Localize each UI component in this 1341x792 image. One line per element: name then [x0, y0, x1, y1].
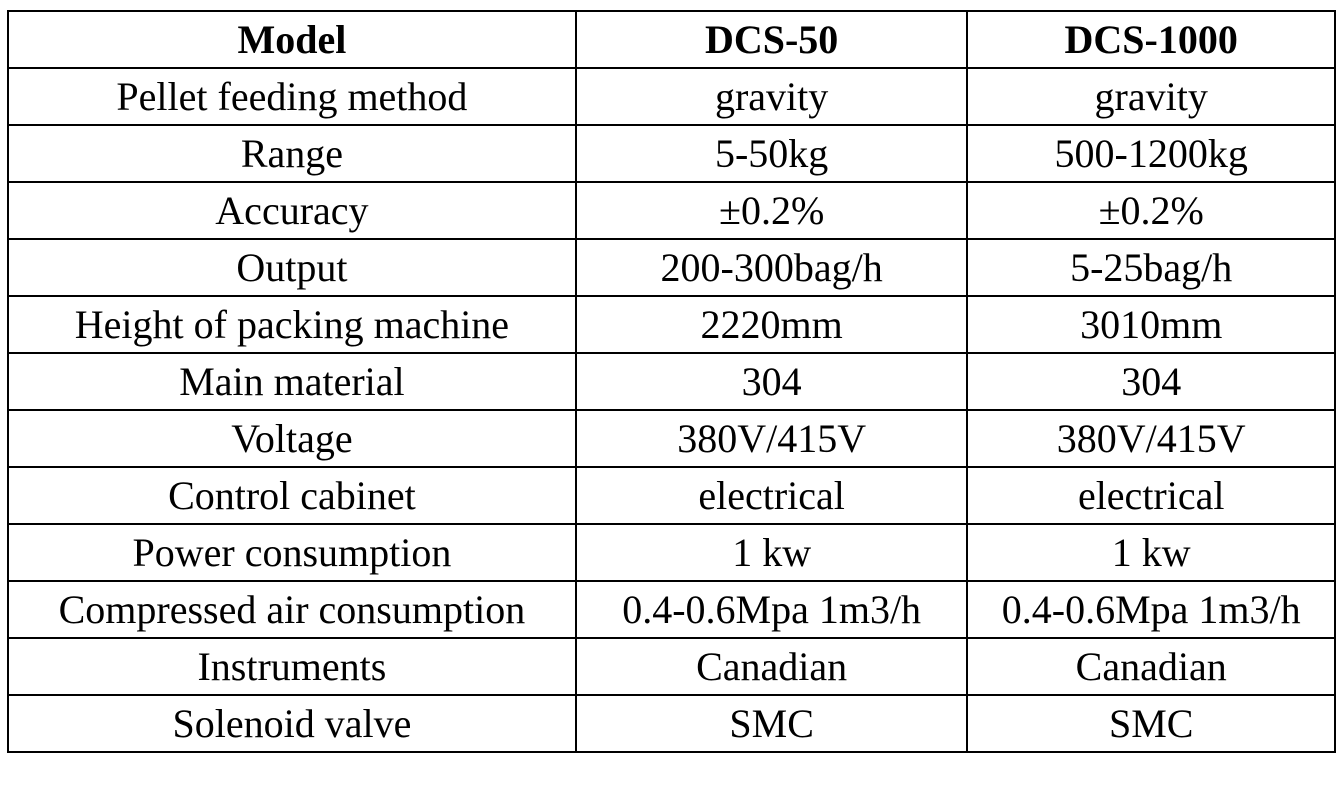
- row-label: Range: [7, 124, 577, 183]
- cell-dcs-50: ±0.2%: [574, 181, 969, 240]
- cell-dcs-50: 2220mm: [574, 295, 969, 354]
- row-label: Instruments: [7, 637, 577, 696]
- cell-dcs-1000: electrical: [966, 466, 1336, 525]
- header-dcs-1000: DCS-1000: [966, 10, 1336, 69]
- cell-dcs-1000: 3010mm: [966, 295, 1336, 354]
- row-label: Control cabinet: [7, 466, 577, 525]
- table-row: Control cabinet electrical electrical: [7, 466, 1336, 525]
- cell-dcs-50: Canadian: [574, 637, 969, 696]
- row-label: Accuracy: [7, 181, 577, 240]
- cell-dcs-1000: 380V/415V: [966, 409, 1336, 468]
- cell-dcs-50: 0.4-0.6Mpa 1m3/h: [574, 580, 969, 639]
- cell-dcs-1000: ±0.2%: [966, 181, 1336, 240]
- table-row: Pellet feeding method gravity gravity: [7, 67, 1336, 126]
- cell-dcs-50: 380V/415V: [574, 409, 969, 468]
- spec-table: Model DCS-50 DCS-1000 Pellet feeding met…: [7, 10, 1336, 753]
- cell-dcs-1000: gravity: [966, 67, 1336, 126]
- cell-dcs-1000: 5-25bag/h: [966, 238, 1336, 297]
- row-label: Power consumption: [7, 523, 577, 582]
- cell-dcs-50: SMC: [574, 694, 969, 753]
- table-row: Accuracy ±0.2% ±0.2%: [7, 181, 1336, 240]
- cell-dcs-50: electrical: [574, 466, 969, 525]
- table-row: Instruments Canadian Canadian: [7, 637, 1336, 696]
- cell-dcs-50: 200-300bag/h: [574, 238, 969, 297]
- table-header-row: Model DCS-50 DCS-1000: [7, 10, 1336, 69]
- row-label: Solenoid valve: [7, 694, 577, 753]
- row-label: Main material: [7, 352, 577, 411]
- table-row: Voltage 380V/415V 380V/415V: [7, 409, 1336, 468]
- table-row: Height of packing machine 2220mm 3010mm: [7, 295, 1336, 354]
- cell-dcs-1000: SMC: [966, 694, 1336, 753]
- table-row: Output 200-300bag/h 5-25bag/h: [7, 238, 1336, 297]
- cell-dcs-1000: Canadian: [966, 637, 1336, 696]
- cell-dcs-50: 1 kw: [574, 523, 969, 582]
- table-row: Power consumption 1 kw 1 kw: [7, 523, 1336, 582]
- cell-dcs-1000: 500-1200kg: [966, 124, 1336, 183]
- cell-dcs-50: 5-50kg: [574, 124, 969, 183]
- table-row: Solenoid valve SMC SMC: [7, 694, 1336, 753]
- cell-dcs-1000: 304: [966, 352, 1336, 411]
- row-label: Voltage: [7, 409, 577, 468]
- header-model: Model: [7, 10, 577, 69]
- table-row: Main material 304 304: [7, 352, 1336, 411]
- header-dcs-50: DCS-50: [574, 10, 969, 69]
- table-row: Range 5-50kg 500-1200kg: [7, 124, 1336, 183]
- cell-dcs-50: gravity: [574, 67, 969, 126]
- row-label: Pellet feeding method: [7, 67, 577, 126]
- row-label: Output: [7, 238, 577, 297]
- cell-dcs-50: 304: [574, 352, 969, 411]
- cell-dcs-1000: 0.4-0.6Mpa 1m3/h: [966, 580, 1336, 639]
- table-row: Compressed air consumption 0.4-0.6Mpa 1m…: [7, 580, 1336, 639]
- row-label: Height of packing machine: [7, 295, 577, 354]
- row-label: Compressed air consumption: [7, 580, 577, 639]
- cell-dcs-1000: 1 kw: [966, 523, 1336, 582]
